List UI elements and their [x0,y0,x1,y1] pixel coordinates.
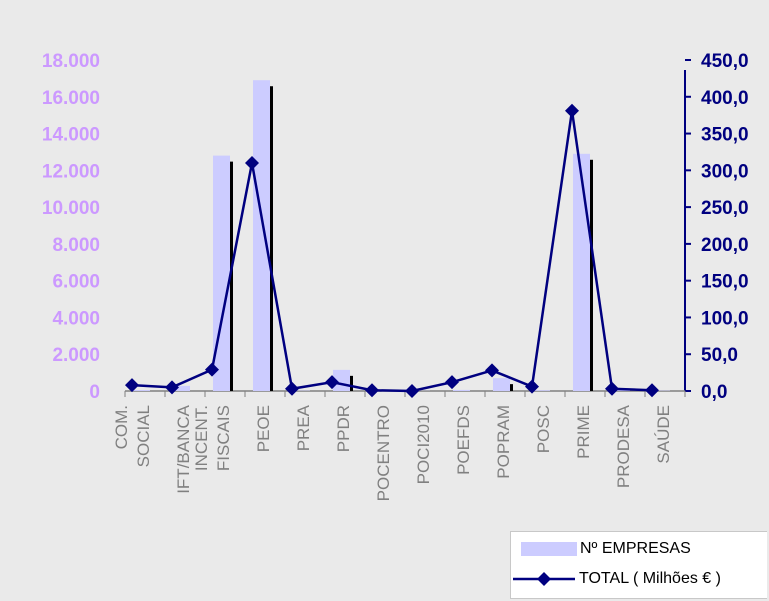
left-axis-tick-label: 0 [89,382,100,403]
right-axis-tick-label: 250,0 [701,198,749,219]
legend-bar-swatch [521,542,577,556]
category-label-line: POCENTRO [374,405,393,501]
bar [133,390,150,391]
line-point [565,103,579,118]
category-label: PRIME [574,405,593,459]
line-series [131,110,653,393]
category-label-line: PEOE [254,405,273,452]
legend: Nº EMPRESAS TOTAL ( Milhões € ) [510,531,767,599]
category-label: IFT/BANCA [174,404,193,493]
category-label: PPDR [334,405,353,452]
bar-shadow [508,384,513,391]
line-point [325,375,339,390]
category-label-line: FISCAIS [214,405,233,471]
bar [213,155,230,391]
category-label: PEOE [254,405,273,452]
left-axis-tick-label: 12.000 [42,161,100,182]
category-label-line: INCENT. [192,405,211,471]
left-axis-tick-label: 4.000 [52,308,100,329]
right-axis-tick-label: 400,0 [701,88,749,109]
legend-item-bars: Nº EMPRESAS [511,537,691,561]
legend-item-line: TOTAL ( Milhões € ) [511,567,721,591]
category-label: PREA [294,404,313,451]
left-axis-tick-label: 18.000 [42,51,100,72]
category-label-line: IFT/BANCA [174,404,193,493]
left-axis-tick-label: 6.000 [52,272,100,293]
line-point [165,380,179,395]
line-point [525,379,539,394]
category-label-line: PRODESA [614,404,633,488]
bar [493,378,510,391]
category-label: INCENT. FISCAIS [192,405,233,471]
bar [533,390,550,391]
right-axis-tick-label: 50,0 [701,345,738,366]
bar [253,80,270,391]
category-label: SAÚDE [654,405,673,464]
right-axis-tick-label: 150,0 [701,272,749,293]
right-axis-tick-label: 300,0 [701,161,749,182]
left-axis-tick-label: 14.000 [42,125,100,146]
category-label-line: SAÚDE [654,405,673,464]
category-label-line: SOCIAL [134,405,153,467]
line-point [405,384,419,398]
bar [613,389,630,391]
category-label-line: COM. [112,405,131,449]
line-point [485,363,499,378]
right-axis-tick-label: 350,0 [701,125,749,146]
category-label-line: PPDR [334,405,353,452]
category-label: PRODESA [614,404,633,488]
category-label: POCENTRO [374,405,393,501]
line-point [205,362,219,377]
category-label-line: POPRAM [494,405,513,479]
category-label: POPRAM [494,405,513,479]
legend-line-swatch [513,572,575,586]
right-axis-tick-label: 0,0 [701,382,727,403]
line-point [245,155,259,170]
bar [173,385,190,391]
bar-shadow [348,375,353,391]
line-point [645,383,659,398]
category-label-line: POCI2010 [414,405,433,484]
category-label-line: PRIME [574,405,593,459]
bar [453,389,470,391]
line-point [605,381,619,396]
bar-shadow [268,86,273,391]
left-axis-tick-label: 10.000 [42,198,100,219]
category-label-line: POSC [534,405,553,453]
category-label: POSC [534,405,553,453]
right-axis-tick-label: 100,0 [701,308,749,329]
legend-label-bars: Nº EMPRESAS [580,540,691,557]
category-label: POEFDS [454,405,473,475]
right-axis-tick-label: 200,0 [701,235,749,256]
left-axis-tick-label: 16.000 [42,88,100,109]
bar [573,153,590,391]
category-label-line: POEFDS [454,405,473,475]
category-label: POCI2010 [414,405,433,484]
right-axis-tick-label: 450,0 [701,51,749,72]
left-axis-tick-label: 2.000 [52,345,100,366]
category-label: COM. SOCIAL [112,405,153,467]
category-label-line: PREA [294,404,313,451]
line-point [285,381,299,396]
legend-label-line: TOTAL ( Milhões € ) [579,570,721,587]
bar-shadow [588,159,593,391]
line-point [365,383,379,398]
left-axis-tick-label: 8.000 [52,235,100,256]
line-point [445,375,459,390]
line-point [125,378,139,393]
